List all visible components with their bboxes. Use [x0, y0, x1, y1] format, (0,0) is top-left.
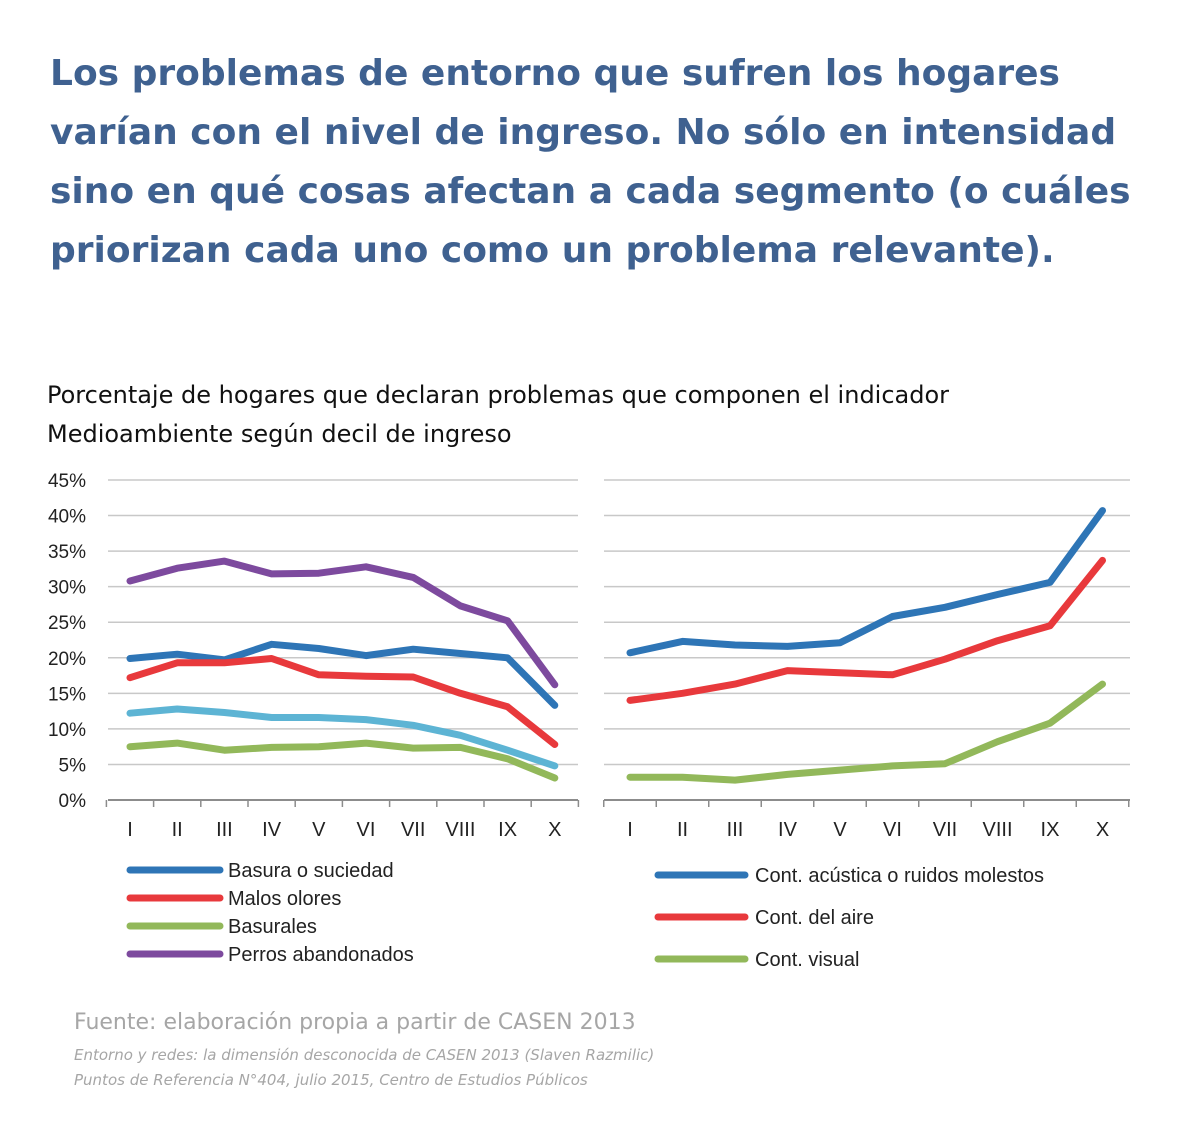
charts-area: I II III IV V VI VII VIII IX X0%5%10%15%20%25%30%…: [48, 471, 1130, 971]
headline-line-2: varían con el nivel de ingreso. No sólo …: [50, 112, 1117, 153]
y-tick-label: 45%: [48, 471, 86, 492]
x-tick-label: II: [677, 819, 688, 841]
headline-line-4: priorizan cada uno como un problema rele…: [50, 230, 1055, 271]
legend-label: Perros abandonados: [228, 944, 414, 966]
y-tick-label: 5%: [59, 755, 87, 776]
x-tick-label: IV: [262, 819, 282, 841]
y-tick-label: 25%: [48, 613, 86, 634]
y-tick-label: 15%: [48, 684, 86, 705]
y-tick-label: 0%: [59, 791, 87, 812]
y-tick-label: 40%: [48, 507, 86, 528]
x-tick-label: VIII: [445, 819, 475, 841]
x-tick-label: I: [127, 819, 133, 841]
x-tick-label: II: [172, 819, 183, 841]
subtitle-line-2: Medioambiente según decil de ingreso: [47, 420, 512, 448]
series-line-cont-ac-stica-o-ruidos-molestos: [626, 507, 1106, 657]
headline: Los problemas de entorno que sufren los …: [50, 44, 1160, 280]
subtitle-line-1: Porcentaje de hogares que declaran probl…: [47, 381, 950, 409]
y-tick-label: 30%: [48, 578, 86, 599]
headline-line-3: sino en qué cosas afectan a cada segment…: [50, 171, 1131, 212]
legend-label: Cont. del aire: [755, 907, 874, 929]
x-tick-label: V: [312, 819, 326, 841]
headline-line-1: Los problemas de entorno que sufren los …: [50, 53, 1060, 94]
x-tick-label: V: [833, 819, 847, 841]
chart-subtitle: Porcentaje de hogares que declaran probl…: [47, 376, 1167, 454]
source-note: Fuente: elaboración propia a partir de C…: [74, 1010, 636, 1035]
x-tick-label: IX: [1041, 819, 1060, 841]
legend-label: Basurales: [228, 916, 317, 938]
legend-label: Malos olores: [228, 888, 341, 910]
legend-label: Cont. visual: [755, 949, 860, 971]
x-tick-label: X: [548, 819, 561, 841]
x-tick-label: VII: [401, 819, 425, 841]
x-tick-label: III: [216, 819, 233, 841]
legend-label: Basura o suciedad: [228, 860, 394, 882]
reference-line-1: Entorno y redes: la dimensión desconocid…: [74, 1046, 655, 1064]
x-tick-label: IV: [778, 819, 798, 841]
x-tick-label: III: [727, 819, 744, 841]
series-line-basurales: [126, 739, 559, 782]
series-line-cont-del-aire: [626, 556, 1106, 704]
x-tick-label: IX: [498, 819, 517, 841]
x-tick-label: I: [627, 819, 633, 841]
series-line-cont-visual: [626, 680, 1106, 784]
y-tick-label: 35%: [48, 542, 86, 563]
y-tick-label: 10%: [48, 720, 86, 741]
x-tick-label: VII: [933, 819, 957, 841]
reference-line-2: Puntos de Referencia N°404, julio 2015, …: [74, 1071, 588, 1089]
x-tick-label: VI: [357, 819, 376, 841]
series-line-malos-olores: [126, 655, 559, 748]
y-tick-label: 20%: [48, 649, 86, 670]
x-tick-label: VIII: [982, 819, 1012, 841]
x-tick-label: VI: [883, 819, 902, 841]
series-line-perros-abandonados: [126, 557, 559, 689]
x-tick-label: X: [1096, 819, 1109, 841]
series-line-basura-o-suciedad: [126, 640, 559, 709]
series-line-unlabeled: [126, 705, 559, 770]
legend-label: Cont. acústica o ruidos molestos: [755, 865, 1044, 887]
